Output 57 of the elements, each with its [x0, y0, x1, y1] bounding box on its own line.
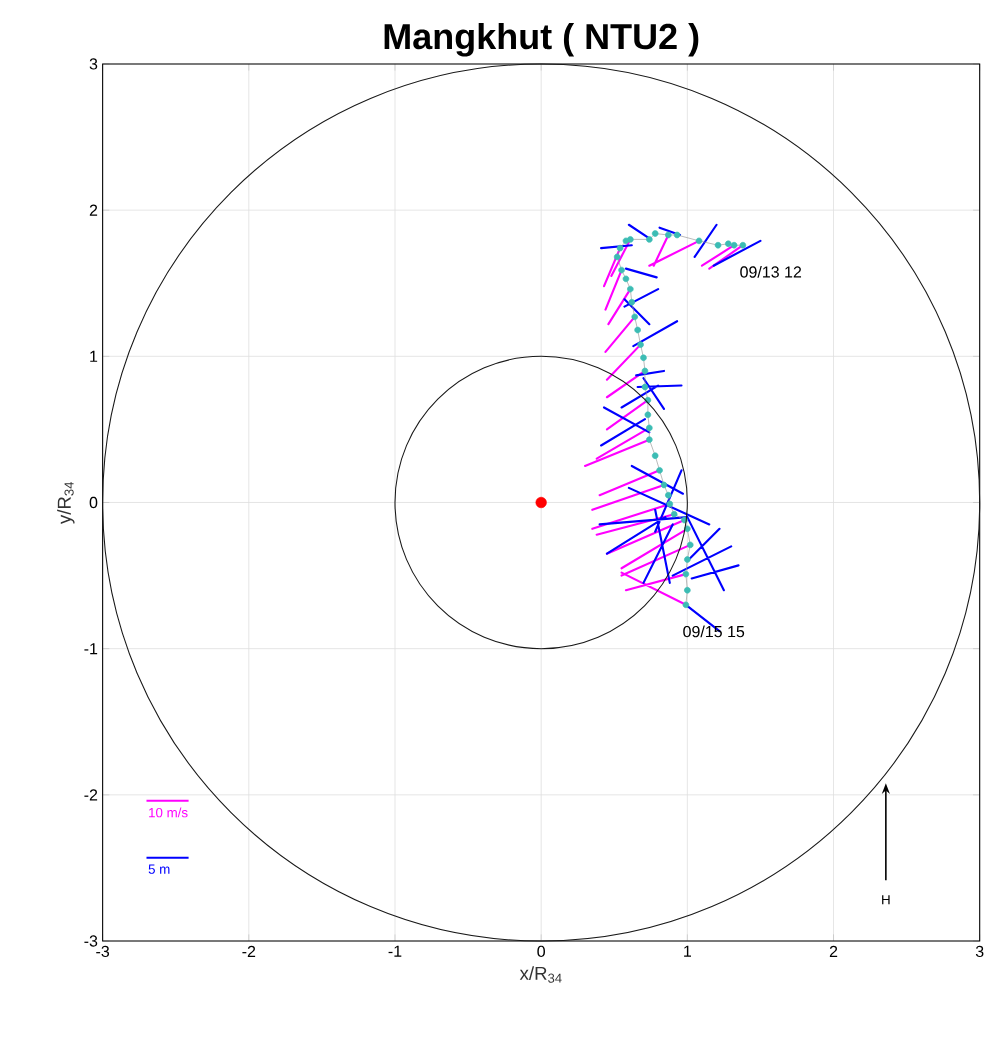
point [637, 341, 644, 348]
point [618, 266, 625, 274]
x-tick-label: -1 [388, 945, 402, 957]
y-tick-label: -3 [84, 935, 98, 947]
legend-label: 10 m/s [148, 807, 188, 818]
point [616, 244, 624, 252]
point [644, 411, 651, 419]
y-tick-label: 1 [90, 350, 97, 362]
point [645, 236, 653, 243]
point [739, 241, 746, 249]
point [682, 570, 689, 578]
point [622, 275, 630, 283]
point [613, 253, 621, 261]
y-tick-label: 3 [89, 58, 98, 70]
annotation: 09/13 12 [740, 265, 801, 278]
point [714, 241, 722, 249]
point [664, 491, 672, 499]
point [651, 230, 659, 237]
annotation: 09/15 15 [683, 625, 744, 638]
point [641, 383, 649, 391]
x-tick-label: 2 [829, 945, 837, 957]
point [660, 481, 668, 489]
point [645, 436, 653, 443]
point [673, 231, 681, 239]
point [724, 240, 732, 248]
x-tick-label: 1 [683, 945, 691, 957]
point [634, 326, 641, 334]
point [631, 313, 638, 321]
y-tick-label: 2 [89, 204, 97, 216]
point [622, 237, 630, 245]
x-axis-title: x/R$_{34}$ [519, 966, 562, 983]
point [651, 452, 659, 459]
x-tick-label: -2 [242, 945, 255, 957]
point [645, 424, 653, 432]
point [628, 298, 635, 306]
x-tick-label: 3 [975, 945, 984, 958]
point [686, 541, 694, 549]
point [640, 354, 647, 362]
point [670, 510, 678, 518]
point [626, 285, 634, 293]
y-tick-label: -2 [84, 789, 97, 801]
annotation: H [881, 895, 890, 905]
point [730, 241, 738, 249]
y-tick-label: 0 [89, 496, 98, 509]
point [666, 500, 673, 508]
point [641, 367, 649, 375]
point [664, 231, 672, 239]
point [682, 601, 689, 609]
chart-title: Mangkhut ( NTU2 ) [384, 22, 699, 57]
point [683, 586, 691, 594]
x-tick-label: 0 [537, 945, 545, 958]
y-tick-label: -1 [84, 643, 97, 655]
y-axis-title: y/R$_{34}$ [56, 481, 75, 525]
point [656, 467, 663, 474]
point [695, 237, 703, 245]
legend-label: 5 m [148, 864, 170, 874]
point [683, 556, 691, 563]
